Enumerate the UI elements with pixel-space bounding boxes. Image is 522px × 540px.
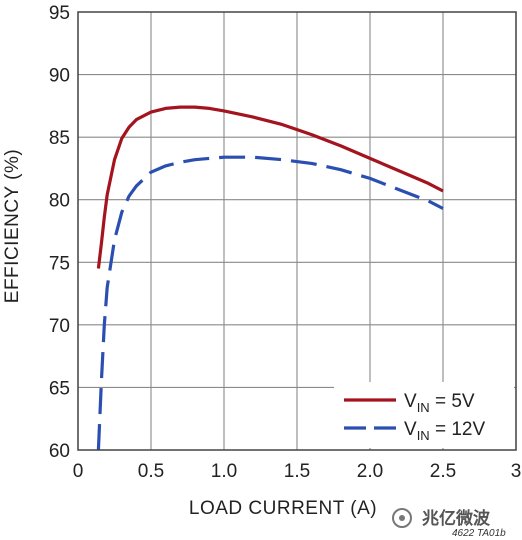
x-tick-label: 3 (511, 461, 522, 482)
x-tick-label: 1.0 (211, 461, 237, 482)
y-tick-labels: 60 65 70 75 80 85 90 95 (49, 3, 70, 462)
legend-label-vin-5v: VIN = 5V (404, 391, 475, 415)
y-tick-label: 75 (49, 253, 70, 274)
x-tick-label: 2.5 (430, 461, 456, 482)
series-line-vin-5v (96, 105, 444, 269)
y-axis-title: EFFICIENCY (%) (2, 149, 23, 303)
x-tick-label: 0.5 (138, 461, 164, 482)
watermark-text: 兆亿微波 (422, 508, 491, 529)
y-tick-label: 65 (49, 378, 70, 399)
legend-label-vin-5v-rest: = 5V (430, 391, 475, 412)
y-tick-label: 85 (49, 128, 70, 149)
legend: VIN = 5V VIN = 12V (334, 382, 514, 448)
x-axis-title: LOAD CURRENT (A) (189, 498, 377, 519)
x-tick-label: 1.5 (284, 461, 310, 482)
x-tick-label: 2.0 (357, 461, 383, 482)
legend-label-vin-12v-main: V (404, 419, 417, 440)
y-tick-label: 90 (49, 66, 70, 87)
watermark: 兆亿微波 (392, 508, 491, 529)
watermark-logo-dot-icon (399, 515, 405, 521)
y-tick-label: 70 (49, 316, 70, 337)
legend-label-vin-12v-sub: IN (417, 428, 430, 443)
watermark-logo-icon (392, 508, 412, 528)
legend-label-vin-12v-rest: = 12V (430, 419, 486, 440)
legend-label-vin-12v: VIN = 12V (404, 419, 485, 443)
legend-label-vin-5v-sub: IN (417, 400, 430, 415)
x-tick-labels: 0 0.5 1.0 1.5 2.0 2.5 3 (73, 461, 522, 482)
grid (77, 11, 517, 451)
legend-box (334, 382, 514, 448)
y-tick-label: 80 (49, 191, 70, 212)
legend-label-vin-5v-main: V (404, 391, 417, 412)
y-tick-label: 60 (49, 441, 70, 462)
x-tick-label: 0 (73, 461, 84, 482)
figure-code: 4622 TA01b (452, 528, 506, 539)
series-line-vin-12v (96, 155, 444, 451)
plot-lines (96, 105, 444, 451)
y-tick-label: 95 (49, 3, 70, 24)
plot-frame (77, 11, 517, 451)
